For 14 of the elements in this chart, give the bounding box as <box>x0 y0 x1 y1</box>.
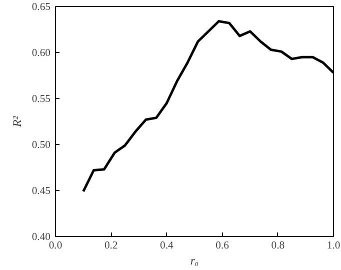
y-tick-label: 0.65 <box>32 2 51 13</box>
x-tick-label: 0.6 <box>216 240 230 252</box>
y-tick-label: 0.60 <box>32 48 51 59</box>
y-axis-title: R² <box>10 116 24 128</box>
y-tick-label: 0.40 <box>32 232 51 243</box>
x-tick-label: 0.8 <box>271 240 285 252</box>
y-tick-label: 0.50 <box>32 140 51 151</box>
y-tick-label: 0.55 <box>32 94 51 105</box>
x-axis-title: rₐ <box>190 254 200 268</box>
x-tick-label: 0.0 <box>48 240 62 252</box>
x-tick-label: 1.0 <box>326 240 340 252</box>
y-tick-label: 0.45 <box>32 186 51 197</box>
x-tick-label: 0.2 <box>104 240 118 252</box>
x-tick-label: 0.4 <box>160 240 174 252</box>
